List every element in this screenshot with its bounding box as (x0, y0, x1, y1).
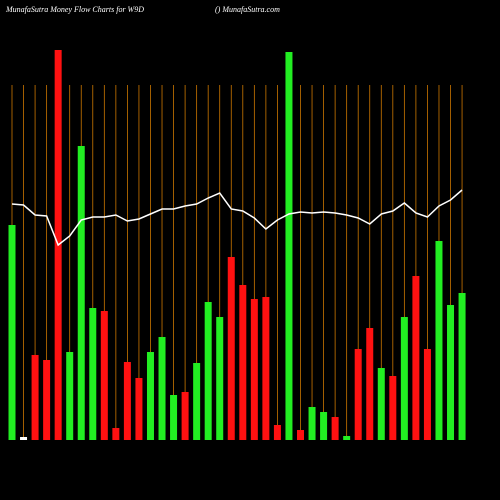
bar (331, 417, 339, 440)
bar (135, 378, 143, 440)
bar (320, 412, 328, 440)
bar (377, 368, 385, 440)
bar (31, 355, 39, 440)
bar (273, 425, 281, 440)
bar (77, 146, 85, 440)
bar (89, 308, 97, 440)
bar (239, 285, 247, 440)
bar (216, 317, 224, 440)
bar (100, 311, 108, 440)
bar (193, 363, 201, 440)
chart-subtitle: () MunafaSutra.com (215, 5, 280, 14)
bar (366, 328, 374, 440)
bar (123, 362, 131, 440)
chart-title: MunafaSutra Money Flow Charts for W9D (5, 5, 144, 14)
bar (447, 305, 455, 440)
bar (43, 360, 51, 440)
bar (250, 299, 258, 440)
bar (262, 297, 270, 440)
bar (412, 276, 420, 440)
bar (227, 257, 235, 440)
bar (204, 302, 212, 440)
bar (20, 437, 28, 440)
bar (435, 241, 443, 440)
bar (66, 352, 74, 440)
bar (181, 392, 189, 440)
bar (354, 349, 362, 440)
bar (389, 376, 397, 440)
bar (8, 225, 16, 440)
bar (297, 430, 304, 440)
bar (400, 317, 408, 440)
line (11, 189, 463, 247)
bar (423, 349, 431, 440)
bar (112, 428, 120, 440)
bar (170, 395, 178, 440)
bar (158, 337, 166, 440)
bar (458, 293, 466, 440)
bar (343, 436, 351, 440)
bar (308, 407, 316, 440)
bar (146, 352, 154, 440)
bar (285, 52, 293, 440)
